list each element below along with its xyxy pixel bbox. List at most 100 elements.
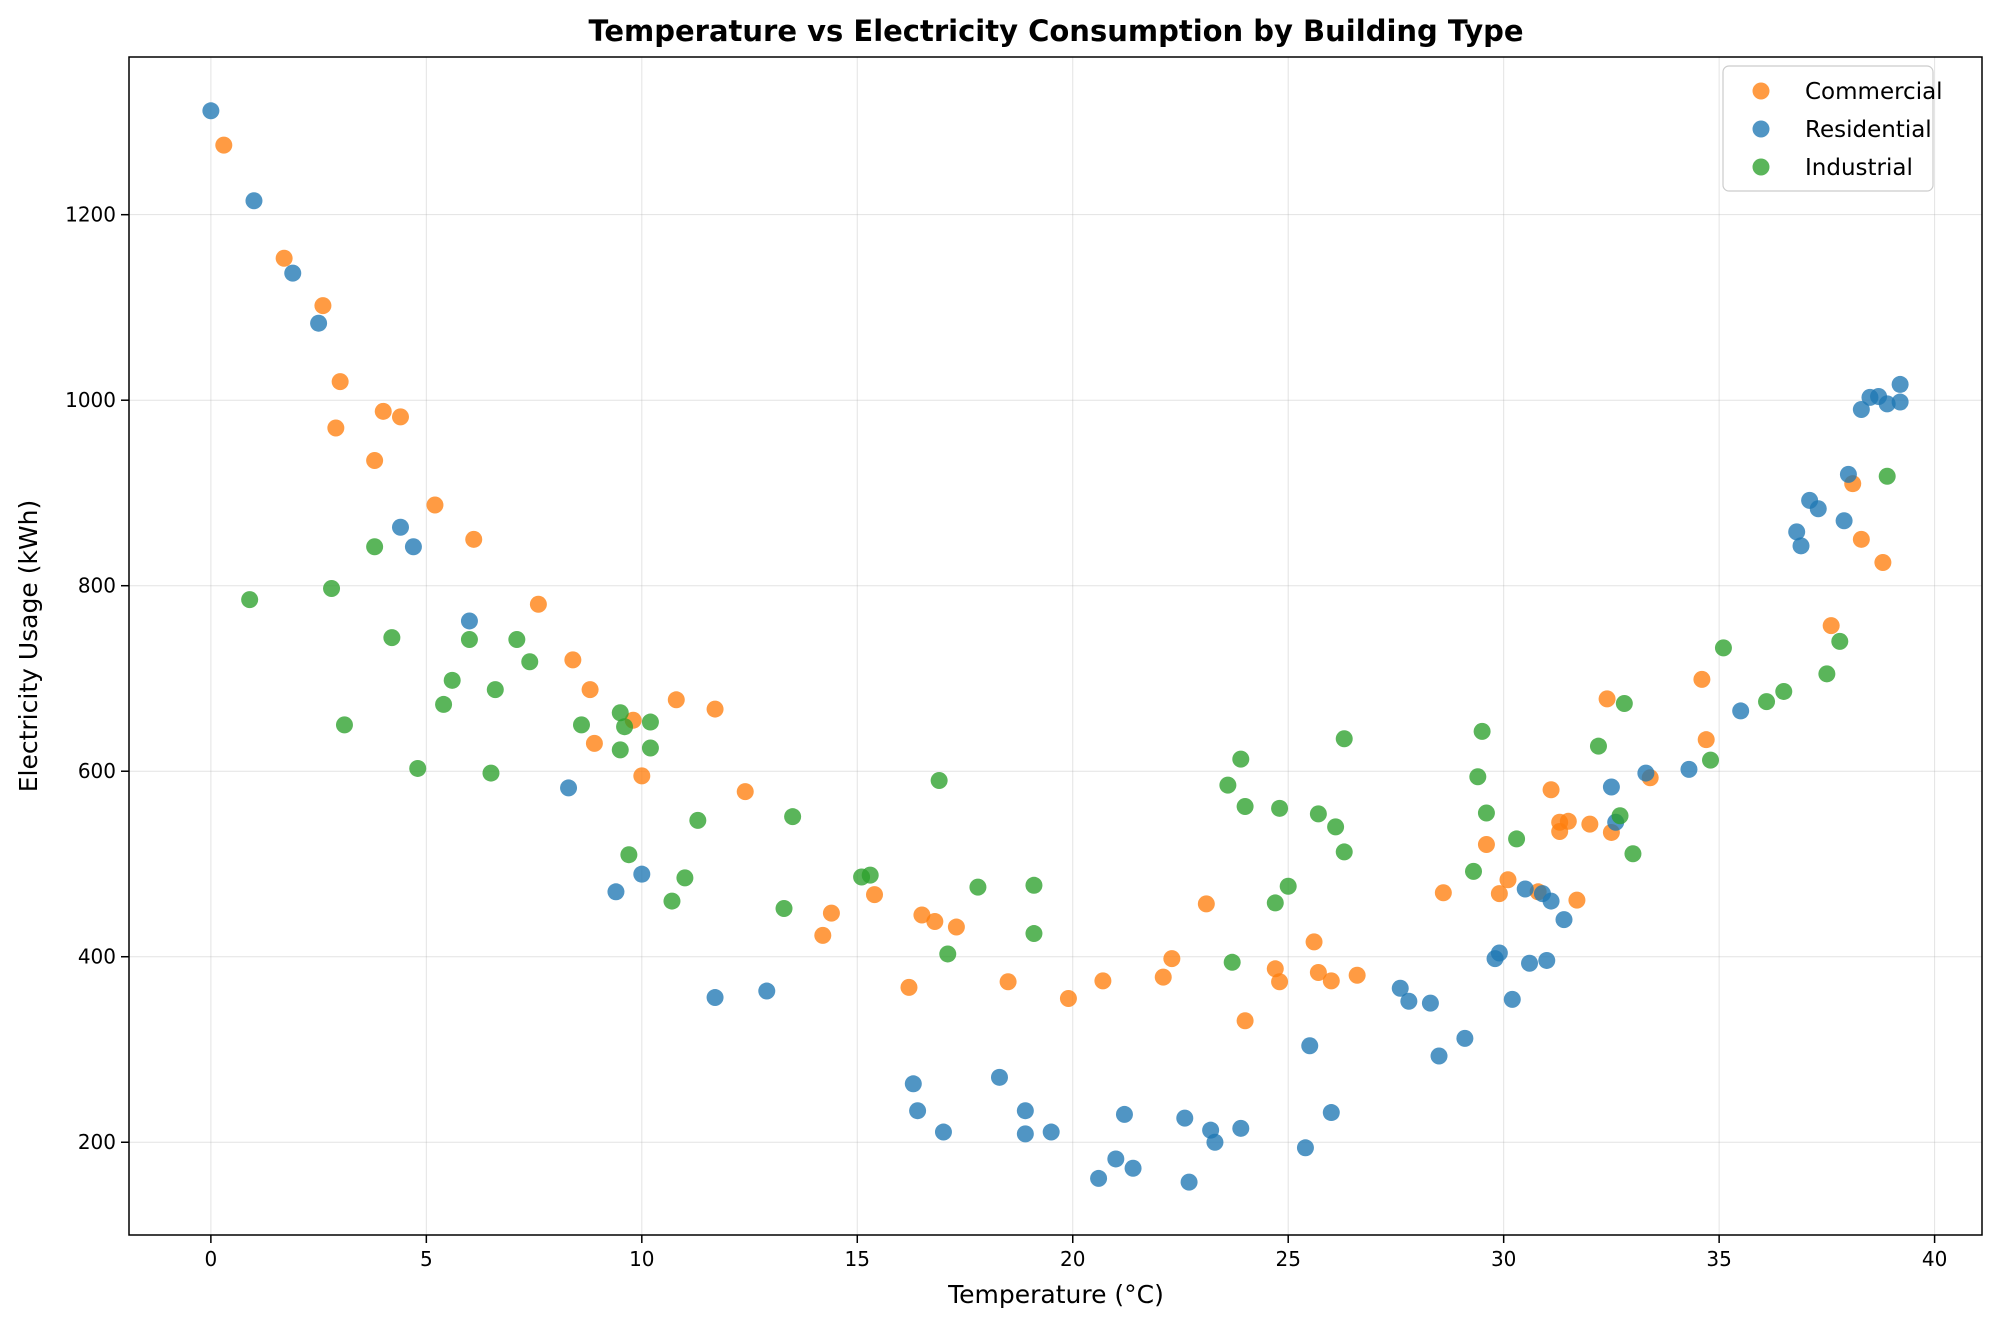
residential-point xyxy=(1503,990,1521,1008)
industrial-point xyxy=(1271,799,1289,817)
industrial-point xyxy=(1223,953,1241,971)
residential-point xyxy=(1107,1150,1125,1168)
residential-point xyxy=(560,779,578,797)
legend-box xyxy=(1722,65,1934,192)
residential-point xyxy=(1732,702,1750,720)
x-tick-label: 25 xyxy=(1275,1247,1300,1271)
residential-point xyxy=(934,1123,952,1141)
industrial-point xyxy=(443,671,461,689)
commercial-point xyxy=(1874,554,1892,572)
commercial-point xyxy=(900,978,918,996)
residential-point xyxy=(1835,512,1853,530)
industrial-point xyxy=(1465,862,1483,880)
industrial-point xyxy=(1477,804,1495,822)
industrial-point xyxy=(663,892,681,910)
residential-point xyxy=(904,1075,922,1093)
residential-point xyxy=(633,865,651,883)
industrial-point xyxy=(1335,843,1353,861)
industrial-point xyxy=(1266,894,1284,912)
industrial-point xyxy=(435,695,453,713)
commercial-point xyxy=(529,595,547,613)
industrial-point xyxy=(241,591,259,609)
residential-point xyxy=(1839,465,1857,483)
commercial-point xyxy=(391,408,409,426)
industrial-point xyxy=(1309,805,1327,823)
residential-point xyxy=(1542,892,1560,910)
residential-point xyxy=(1180,1173,1198,1191)
commercial-point xyxy=(1852,530,1870,548)
residential-point xyxy=(1042,1123,1060,1141)
commercial-point xyxy=(999,973,1017,991)
residential-point xyxy=(1602,778,1620,796)
commercial-point xyxy=(215,136,233,154)
grid-lines xyxy=(129,57,1982,1235)
commercial-point xyxy=(947,918,965,936)
residential-point xyxy=(1124,1159,1142,1177)
industrial-point xyxy=(1818,665,1836,683)
industrial-point xyxy=(323,579,341,597)
residential-point xyxy=(1490,944,1508,962)
residential-point xyxy=(1296,1139,1314,1157)
commercial-point xyxy=(374,402,392,420)
industrial-point xyxy=(1508,830,1526,848)
commercial-point xyxy=(1154,968,1172,986)
commercial-point xyxy=(275,249,293,267)
industrial-point xyxy=(383,629,401,647)
commercial-point xyxy=(1271,973,1289,991)
residential-point xyxy=(1637,764,1655,782)
commercial-point xyxy=(866,886,884,904)
industrial-point xyxy=(1878,467,1896,485)
industrial-point xyxy=(620,846,638,864)
commercial-point xyxy=(1477,835,1495,853)
industrial-point xyxy=(572,716,590,734)
residential-point xyxy=(1521,954,1539,972)
residential-point xyxy=(1891,375,1909,393)
residential-point xyxy=(1852,400,1870,418)
x-tick-label: 40 xyxy=(1922,1247,1947,1271)
residential-point xyxy=(1555,911,1573,929)
residential-point xyxy=(1891,393,1909,411)
legend-label-residential: Residential xyxy=(1805,117,1932,143)
residential-point xyxy=(607,883,625,901)
residential-point xyxy=(1456,1029,1474,1047)
residential-point xyxy=(460,612,478,630)
y-tick-label: 800 xyxy=(78,574,116,598)
commercial-point xyxy=(1490,885,1508,903)
industrial-point xyxy=(521,653,539,671)
commercial-point xyxy=(426,496,444,514)
residential-point xyxy=(1232,1119,1250,1137)
residential-point xyxy=(1391,979,1409,997)
residential-point xyxy=(1301,1037,1319,1055)
x-tick-label: 30 xyxy=(1491,1247,1516,1271)
chart-title: Temperature vs Electricity Consumption b… xyxy=(588,14,1523,48)
residential-point xyxy=(1809,500,1827,518)
residential-point xyxy=(1792,537,1810,555)
data-points xyxy=(202,102,1909,1191)
commercial-point xyxy=(366,451,384,469)
industrial-point xyxy=(1615,695,1633,713)
industrial-point xyxy=(1611,807,1629,825)
residential-point xyxy=(1016,1125,1034,1143)
industrial-point xyxy=(689,811,707,829)
commercial-point xyxy=(706,700,724,718)
commercial-point xyxy=(667,691,685,709)
industrial-point xyxy=(1714,639,1732,657)
commercial-point xyxy=(331,373,349,391)
commercial-point xyxy=(564,651,582,669)
industrial-point xyxy=(1219,776,1237,794)
commercial-point xyxy=(1559,812,1577,830)
industrial-point xyxy=(1469,768,1487,786)
commercial-point xyxy=(585,734,603,752)
industrial-point xyxy=(486,681,504,699)
residential-point xyxy=(1016,1102,1034,1120)
residential-point xyxy=(1878,395,1896,413)
commercial-point xyxy=(1322,972,1340,990)
commercial-point xyxy=(1163,950,1181,968)
commercial-point xyxy=(1434,884,1452,902)
residential-point xyxy=(1788,523,1806,541)
commercial-point xyxy=(314,297,332,315)
industrial-point xyxy=(1589,737,1607,755)
residential-point xyxy=(1538,951,1556,969)
commercial-point xyxy=(1059,989,1077,1007)
